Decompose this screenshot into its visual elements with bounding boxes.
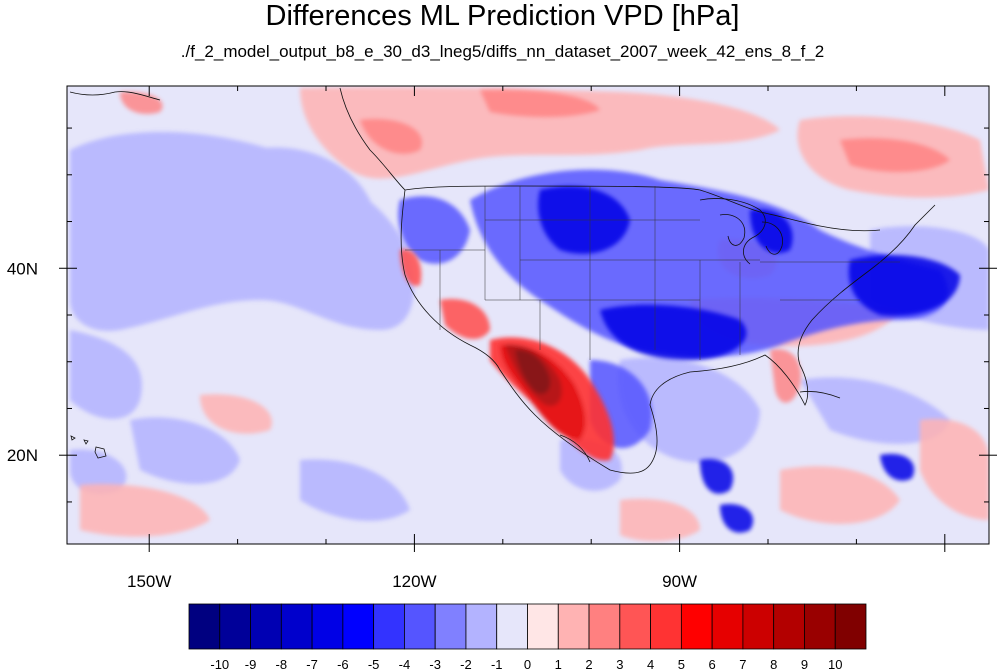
colorbar-swatch [804,603,836,650]
colorbar-label: -2 [460,657,472,672]
colorbar-label: -1 [491,657,503,672]
colorbar-swatch [742,603,775,650]
colorbar-label: 8 [770,657,777,672]
colorbar-swatch [311,603,344,650]
longitude-labels: 150W 120W 90W [127,572,697,591]
colorbar-swatch [434,603,467,650]
lon-label: 120W [392,572,436,591]
colorbar-swatch [404,603,436,650]
colorbar-swatch [588,603,621,650]
map-subtitle: ./f_2_model_output_b8_e_30_d3_lneg5/diff… [180,42,825,61]
colorbar-swatch [219,603,251,650]
colorbar-swatch [680,603,713,650]
colorbar-label: -9 [245,657,257,672]
colorbar-swatch [773,603,805,650]
map-title: Differences ML Prediction VPD [hPa] [265,0,740,32]
colorbar-label: 9 [801,657,808,672]
colorbar-label: 2 [585,657,592,672]
state-borders [405,186,900,360]
colorbar-label: 6 [709,657,716,672]
colorbar-label: -4 [399,657,411,672]
field-medium-red [120,89,950,403]
colorbar-label: 10 [828,657,842,672]
colorbar-swatch [373,603,405,650]
colorbar-label: -8 [276,657,288,672]
colorbar-label: -7 [306,657,318,672]
colorbar-swatch [557,603,590,650]
colorbar-label: 4 [647,657,654,672]
colorbar-label: -10 [210,657,229,672]
colorbar-label: -3 [429,657,441,672]
colorbar-swatch [619,603,651,650]
colorbar-swatch [342,603,375,650]
lon-label: 150W [127,572,171,591]
field-red-plume [400,249,614,461]
colorbar-labels: -10 -9 -8 -7 -6 -5 -4 -3 -2 -1 0 1 2 3 4 5 6 7 8 9 10 [210,657,842,672]
axis-ticks [59,86,997,552]
colorbar-swatch [527,603,559,650]
field-layer [67,86,989,544]
colorbar-label: -6 [337,657,349,672]
colorbar-label: 1 [555,657,562,672]
colorbar-swatch [834,603,867,650]
colorbar-label: 5 [678,657,685,672]
colorbar-swatch [465,603,498,650]
colorbar-swatch [188,603,221,650]
colorbar-swatch [496,603,528,650]
colorbar-label: 3 [616,657,623,672]
colorbar [188,603,867,650]
colorbar-label: 0 [524,657,531,672]
coastlines [69,87,936,474]
colorbar-swatch [250,603,282,650]
lat-label: 20N [7,446,38,465]
colorbar-label: -5 [368,657,380,672]
islands [70,391,841,459]
lon-label: 90W [662,572,697,591]
lat-label: 40N [7,259,38,278]
field-dark-blue [538,186,960,533]
latitude-labels: 40N 20N [7,259,38,465]
colorbar-label: 7 [739,657,746,672]
colorbar-swatch [650,603,682,650]
colorbar-swatch [711,603,744,650]
colorbar-swatch [280,603,313,650]
